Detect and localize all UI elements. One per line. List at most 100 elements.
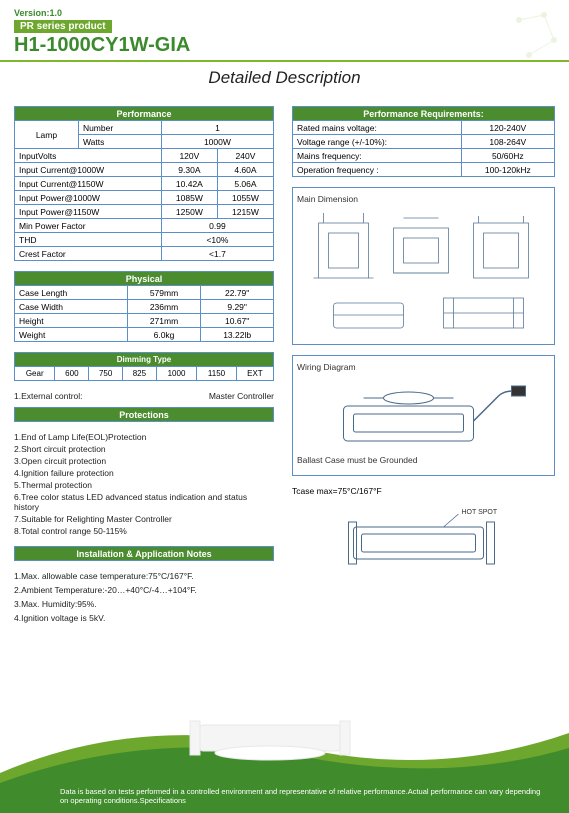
tcase-label: Tcase max=75°C/167°F — [292, 486, 555, 496]
req-row: Rated mains voltage: — [293, 121, 462, 135]
phys-cell: 579mm — [127, 286, 201, 300]
list-item: 3.Open circuit protection — [14, 456, 274, 466]
perf-header: Performance — [15, 107, 274, 121]
phys-cell: 236mm — [127, 300, 201, 314]
version-label: Version:1.0 — [14, 8, 555, 18]
req-cell: 108-264V — [461, 135, 554, 149]
cf-label: Crest Factor — [15, 247, 162, 261]
subtitle: Detailed Description — [0, 68, 569, 88]
list-item: 2.Short circuit protection — [14, 444, 274, 454]
v240: 240V — [217, 149, 273, 163]
phys-row: Case Width — [15, 300, 128, 314]
list-item: 2.Ambient Temperature:-20…+40°C/-4…+104°… — [14, 585, 274, 595]
phys-header: Physical — [15, 272, 274, 286]
gear-cell: EXT — [236, 367, 273, 381]
install-table: Installation & Application Notes — [14, 546, 274, 561]
hotspot-box: HOT SPOT — [292, 502, 555, 572]
divider — [0, 60, 569, 62]
req-cell: 100-120kHz — [461, 163, 554, 177]
master-label: Master Controller — [209, 391, 274, 401]
perf-row: Input Current@1000W — [15, 163, 162, 177]
list-item: 8.Total control range 50-115% — [14, 526, 274, 536]
list-item: 7.Suitable for Relighting Master Control… — [14, 514, 274, 524]
ext-control-row: 1.External control: Master Controller — [14, 391, 274, 403]
req-cell: 120-240V — [461, 121, 554, 135]
phys-cell: 10.67" — [201, 314, 274, 328]
req-cell: 50/60Hz — [461, 149, 554, 163]
ext-label: 1.External control: — [14, 391, 83, 401]
watts-label: Watts — [78, 135, 161, 149]
thd-label: THD — [15, 233, 162, 247]
number-val: 1 — [161, 121, 273, 135]
perf-cell: 4.60A — [217, 163, 273, 177]
inputvolts-label: InputVolts — [15, 149, 162, 163]
list-item: 1.Max. allowable case temperature:75°C/1… — [14, 571, 274, 581]
phys-cell: 271mm — [127, 314, 201, 328]
phys-cell: 6.0kg — [127, 328, 201, 342]
model-title: H1-1000CY1W-GIA — [14, 34, 555, 57]
gear-cell: 825 — [123, 367, 157, 381]
thd-val: <10% — [161, 233, 273, 247]
list-item: 4.Ignition voltage is 5kV. — [14, 613, 274, 623]
perf-cell: 5.06A — [217, 177, 273, 191]
svg-text:HOT SPOT: HOT SPOT — [462, 509, 498, 516]
lamp-label: Lamp — [15, 121, 79, 149]
wiring-diagram — [297, 376, 550, 451]
v120: 120V — [161, 149, 217, 163]
phys-row: Weight — [15, 328, 128, 342]
perf-cell: 9.30A — [161, 163, 217, 177]
perf-row: Input Power@1150W — [15, 205, 162, 219]
number-label: Number — [78, 121, 161, 135]
series-badge: PR series product — [14, 20, 112, 33]
perf-row: Input Power@1000W — [15, 191, 162, 205]
perf-cell: 10.42A — [161, 177, 217, 191]
install-list: 1.Max. allowable case temperature:75°C/1… — [14, 571, 274, 623]
gear-cell: 1000 — [156, 367, 196, 381]
protections-list: 1.End of Lamp Life(EOL)Protection 2.Shor… — [14, 432, 274, 536]
gear-cell: 750 — [89, 367, 123, 381]
gear-cell: 1150 — [197, 367, 237, 381]
req-row: Operation frequency : — [293, 163, 462, 177]
list-item: 5.Thermal protection — [14, 480, 274, 490]
dimming-table: Dimming Type Gear60075082510001150EXT — [14, 352, 274, 381]
phys-cell: 22.79" — [201, 286, 274, 300]
perf-cell: 1055W — [217, 191, 273, 205]
performance-table: Performance LampNumber1 Watts1000W Input… — [14, 106, 274, 261]
phys-cell: 13.22lb — [201, 328, 274, 342]
wiring-label: Wiring Diagram — [297, 362, 550, 372]
main-dim-label: Main Dimension — [297, 194, 550, 204]
list-item: 4.Ignition failure protection — [14, 468, 274, 478]
main-dimension-diagram — [297, 208, 550, 338]
install-header: Installation & Application Notes — [15, 547, 274, 561]
list-item: 1.End of Lamp Life(EOL)Protection — [14, 432, 274, 442]
phys-cell: 9.29" — [201, 300, 274, 314]
perf-cell: 1085W — [161, 191, 217, 205]
watts-val: 1000W — [161, 135, 273, 149]
perf-cell: 1215W — [217, 205, 273, 219]
dim-header: Dimming Type — [15, 353, 274, 367]
wiring-box: Wiring Diagram Ballast Case must be Grou… — [292, 355, 555, 476]
gear-label: Gear — [15, 367, 55, 381]
phys-row: Height — [15, 314, 128, 328]
main-dimension-box: Main Dimension — [292, 187, 555, 345]
grounded-label: Ballast Case must be Grounded — [297, 455, 550, 465]
decorative-pattern — [499, 0, 569, 90]
mpf-label: Min Power Factor — [15, 219, 162, 233]
list-item: 6.Tree color status LED advanced status … — [14, 492, 274, 512]
req-header: Performance Requirements: — [293, 107, 555, 121]
footer-text: Data is based on tests performed in a co… — [60, 787, 549, 805]
perf-row: Input Current@1150W — [15, 177, 162, 191]
phys-row: Case Length — [15, 286, 128, 300]
gear-cell: 600 — [55, 367, 89, 381]
prot-header: Protections — [15, 408, 274, 422]
footer: Data is based on tests performed in a co… — [0, 693, 569, 813]
hotspot-diagram: HOT SPOT — [292, 502, 555, 572]
protections-table: Protections — [14, 407, 274, 422]
mpf-val: 0.99 — [161, 219, 273, 233]
cf-val: <1.7 — [161, 247, 273, 261]
physical-table: Physical Case Length579mm22.79" Case Wid… — [14, 271, 274, 342]
list-item: 3.Max. Humidity:95%. — [14, 599, 274, 609]
perf-cell: 1250W — [161, 205, 217, 219]
req-row: Mains frequency: — [293, 149, 462, 163]
requirements-table: Performance Requirements: Rated mains vo… — [292, 106, 555, 177]
